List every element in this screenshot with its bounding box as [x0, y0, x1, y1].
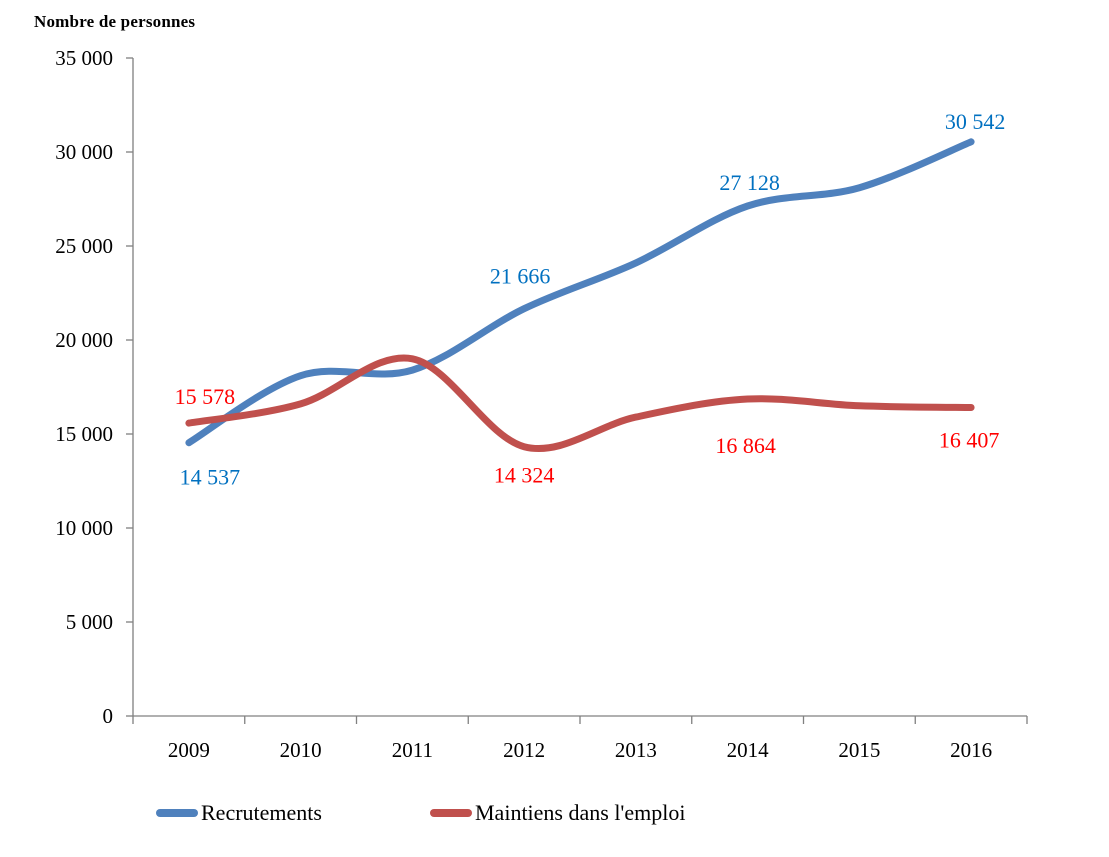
- x-axis-tick-label: 2012: [503, 738, 545, 762]
- data-label-maintiens: 16 407: [939, 428, 1000, 453]
- y-axis-tick-label: 35 000: [55, 46, 113, 70]
- data-label-recrutements: 27 128: [719, 170, 780, 195]
- y-axis-tick-label: 10 000: [55, 516, 113, 540]
- maintiens-line-swatch-icon: [430, 809, 472, 817]
- x-axis-tick-label: 2009: [168, 738, 210, 762]
- x-axis-tick-label: 2013: [615, 738, 657, 762]
- x-axis-tick-label: 2011: [392, 738, 433, 762]
- x-axis-tick-label: 2010: [280, 738, 322, 762]
- y-axis-tick-label: 20 000: [55, 328, 113, 352]
- data-label-recrutements: 14 537: [180, 465, 241, 490]
- legend-label-recrutements: Recrutements: [201, 800, 322, 825]
- y-axis-tick-label: 5 000: [66, 610, 113, 634]
- y-axis-tick-label: 15 000: [55, 422, 113, 446]
- data-label-maintiens: 16 864: [715, 433, 776, 458]
- y-axis-title: Nombre de personnes: [34, 12, 196, 31]
- recrutements-line-swatch-icon: [156, 809, 198, 817]
- y-axis-tick-label: 30 000: [55, 140, 113, 164]
- legend: Recrutements Maintiens dans l'emploi: [0, 798, 1109, 832]
- series-line-maintiens: [185, 354, 975, 452]
- legend-item-recrutements: Recrutements: [156, 798, 322, 828]
- legend-item-maintiens: Maintiens dans l'emploi: [430, 798, 686, 828]
- data-label-recrutements: 21 666: [490, 264, 551, 289]
- series-line-recrutements: [185, 138, 975, 447]
- data-label-recrutements: 30 542: [945, 109, 1006, 134]
- line-chart-canvas: 0 5 000 10 000 15 000 20 000 25 000 30 000 35 0…: [55, 46, 1028, 762]
- x-axis-tick-label: 2016: [950, 738, 992, 762]
- data-label-maintiens: 14 324: [494, 463, 555, 488]
- y-axis-tick-label: 0: [103, 704, 114, 728]
- y-axis-tick-label: 25 000: [55, 234, 113, 258]
- data-label-maintiens: 15 578: [175, 384, 236, 409]
- x-axis-tick-label: 2015: [838, 738, 880, 762]
- legend-label-maintiens: Maintiens dans l'emploi: [475, 800, 686, 825]
- x-axis-tick-label: 2014: [727, 738, 770, 762]
